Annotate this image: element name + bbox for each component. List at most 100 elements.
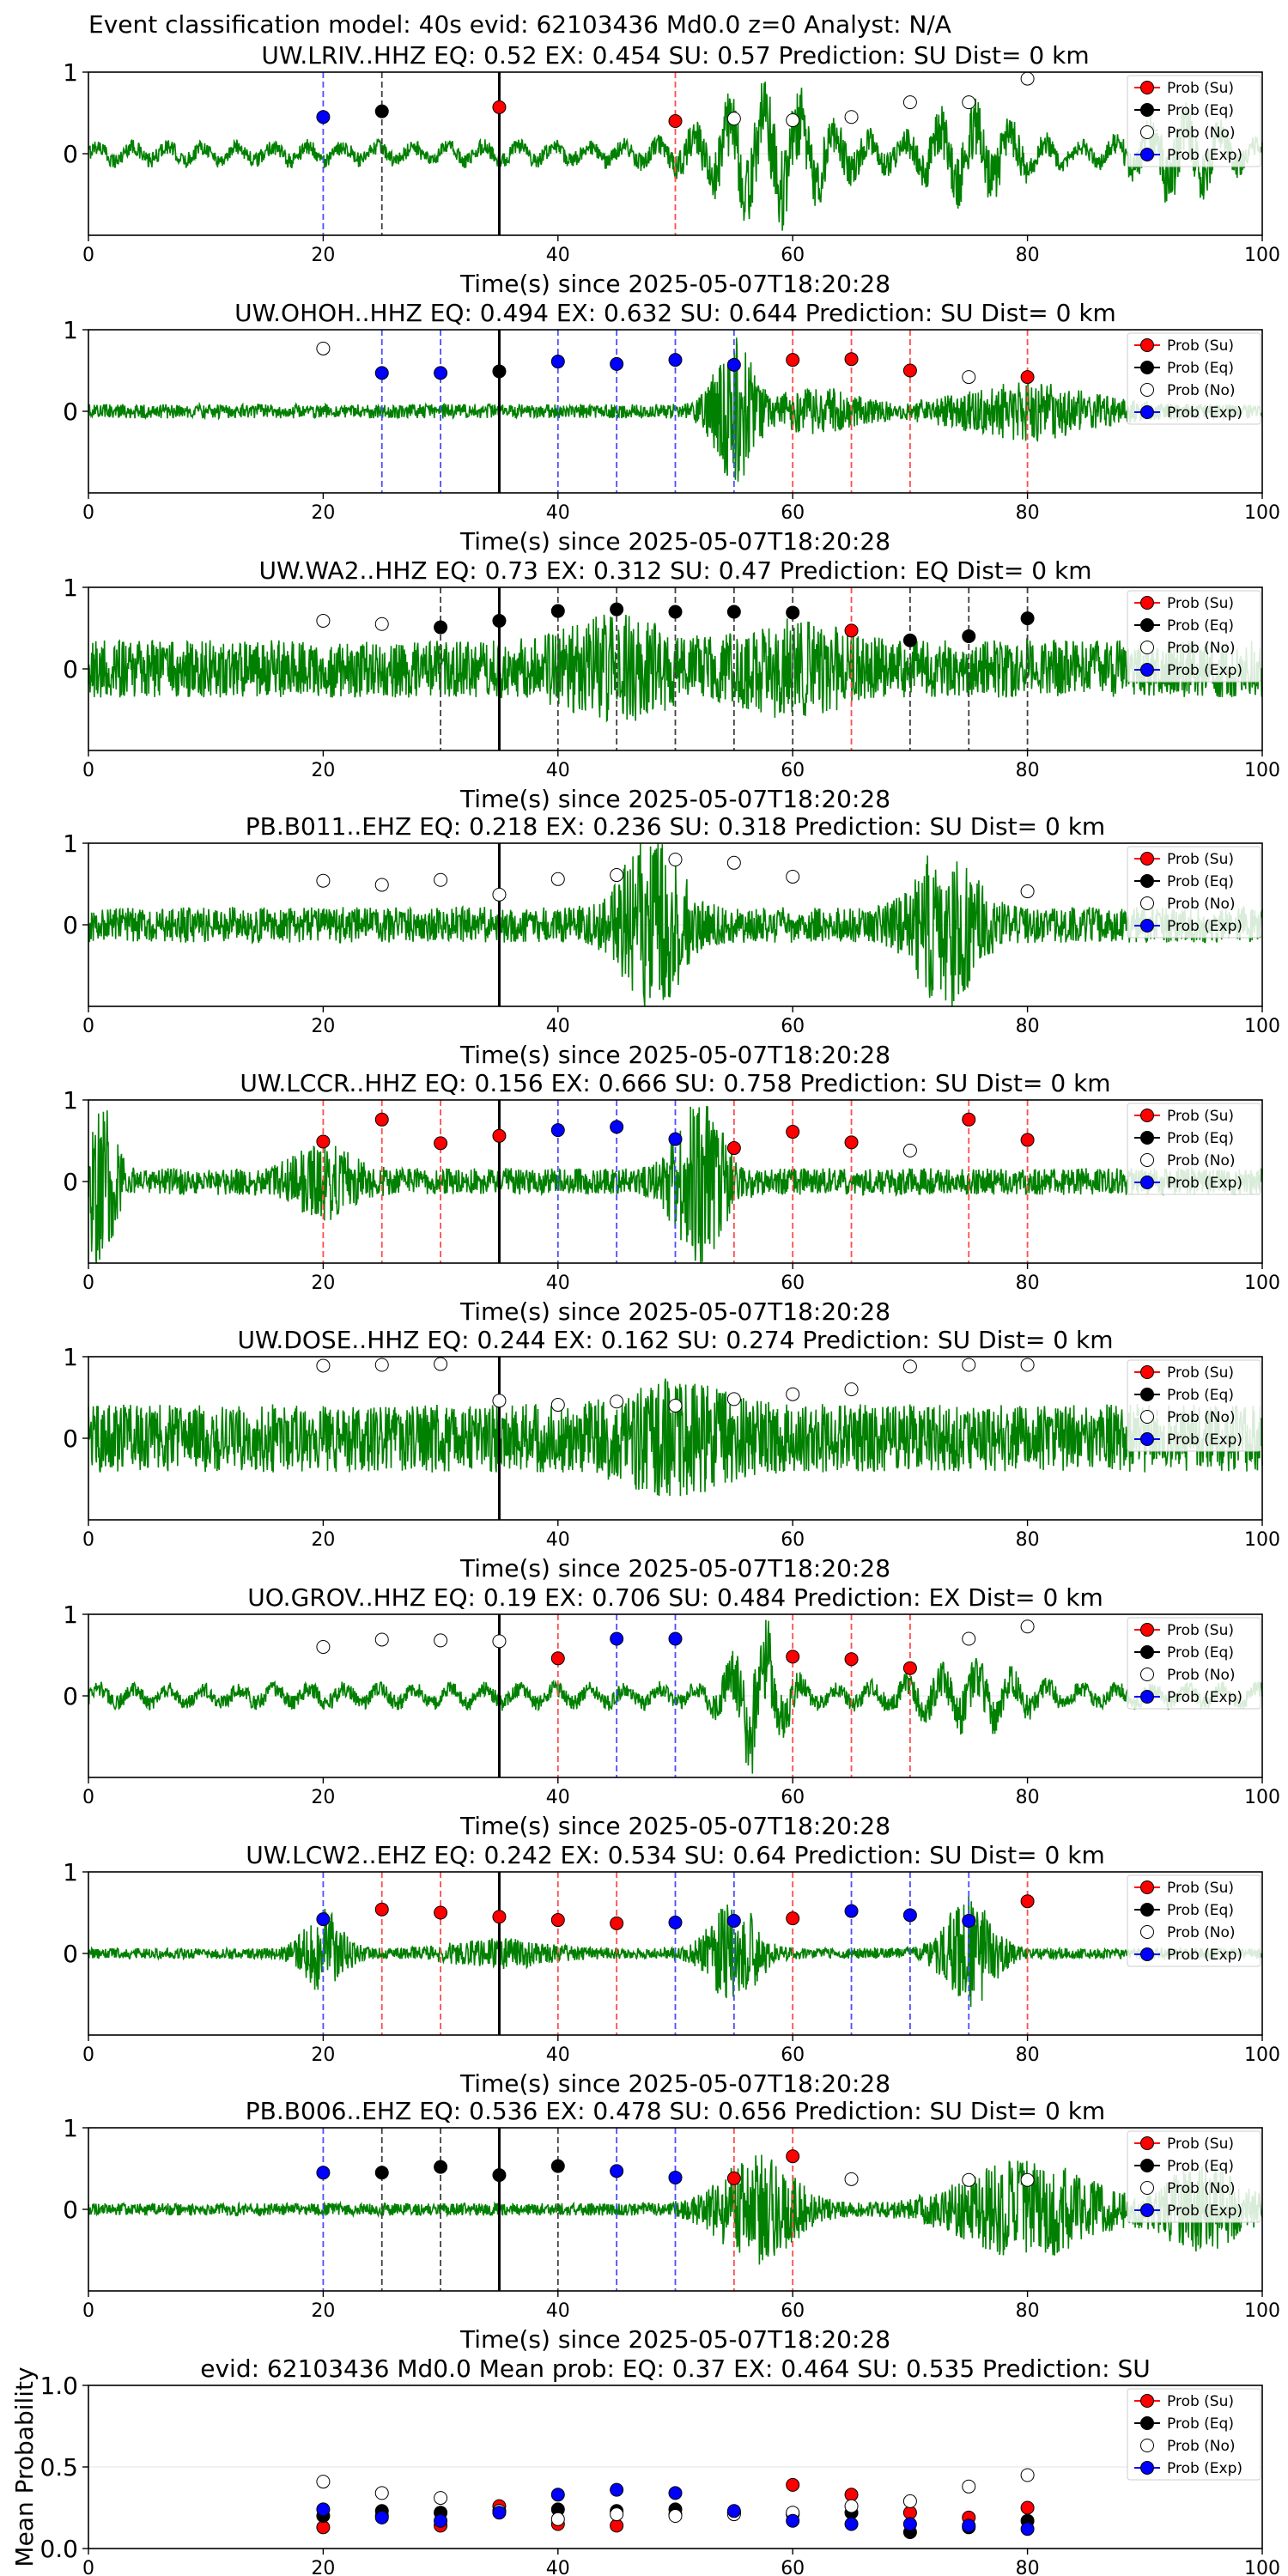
prob-point-eq — [434, 2160, 448, 2174]
legend-label-exp: Prob (Exp) — [1167, 404, 1242, 422]
prob-point-exp — [550, 355, 565, 369]
legend-label-no: Prob (No) — [1167, 640, 1236, 657]
prob-point-no — [844, 110, 859, 125]
prob-point-no — [316, 1358, 331, 1373]
prob-point-exp — [844, 1904, 859, 1918]
x-tick-label: 0 — [82, 760, 94, 781]
x-tick-label: 100 — [1244, 2558, 1280, 2576]
mean-point-no — [1020, 2468, 1035, 2482]
x-tick-label: 80 — [1016, 2044, 1040, 2066]
legend-marker-no — [1140, 2439, 1154, 2452]
legend-label-su: Prob (Su) — [1167, 337, 1234, 355]
x-tick-label: 80 — [1016, 1273, 1040, 1294]
mean-point-exp — [434, 2513, 448, 2528]
mean-point-exp — [668, 2486, 683, 2500]
prob-point-no — [902, 1143, 917, 1157]
prob-point-no — [374, 878, 389, 892]
legend-label-exp: Prob (Exp) — [1167, 1431, 1242, 1449]
waveform-trace — [88, 1106, 1263, 1264]
mean-point-no — [844, 2499, 859, 2513]
prob-point-exp — [316, 2166, 331, 2180]
y-tick-label: 0 — [63, 1425, 78, 1453]
prob-point-no — [726, 855, 741, 870]
mean-point-exp — [1020, 2522, 1035, 2537]
legend-box — [1127, 2130, 1261, 2223]
x-tick-label: 40 — [546, 1016, 570, 1037]
prob-point-no — [610, 868, 624, 883]
mean-point-exp — [374, 2510, 389, 2524]
mean-point-su — [786, 2477, 800, 2492]
legend-box — [1127, 75, 1261, 167]
prob-point-su — [786, 1125, 800, 1139]
x-axis-label: Time(s) since 2025-05-07T18:20:28 — [459, 1297, 890, 1326]
prob-point-no — [726, 112, 741, 126]
x-tick-label: 80 — [1016, 1529, 1040, 1551]
mean-point-exp — [550, 2488, 565, 2502]
prob-point-no — [902, 1359, 917, 1374]
legend-label-eq: Prob (Eq) — [1167, 1644, 1234, 1662]
prob-point-no — [668, 1399, 683, 1413]
prob-point-exp — [668, 1132, 683, 1146]
prob-point-eq — [902, 633, 917, 647]
prob-point-no — [962, 95, 976, 110]
legend-box — [1127, 1874, 1261, 1967]
prob-point-su — [492, 100, 507, 114]
legend-label-su: Prob (Su) — [1167, 1108, 1234, 1125]
y-tick-label: 1 — [63, 1086, 78, 1115]
y-tick-label: 0.0 — [39, 2535, 78, 2563]
legend-label-exp: Prob (Exp) — [1167, 662, 1242, 679]
x-tick-label: 0 — [82, 1529, 94, 1551]
x-tick-label: 20 — [311, 1529, 335, 1551]
legend-label-su: Prob (Su) — [1167, 595, 1234, 612]
panel-title: UW.DOSE..HHZ EQ: 0.244 EX: 0.162 SU: 0.2… — [237, 1326, 1113, 1354]
prob-point-su — [726, 2171, 741, 2185]
x-tick-label: 20 — [311, 502, 335, 524]
mean-point-exp — [492, 2506, 507, 2520]
prob-point-no — [550, 1398, 565, 1413]
y-tick-label: 1 — [63, 1858, 78, 1886]
legend-label-eq: Prob (Eq) — [1167, 1387, 1234, 1404]
prob-point-su — [1020, 1894, 1035, 1909]
prob-point-no — [374, 1632, 389, 1647]
mean-point-no — [668, 2509, 683, 2523]
legend-marker-no — [1140, 2181, 1154, 2195]
prob-point-eq — [492, 613, 507, 628]
prob-point-no — [844, 2172, 859, 2186]
x-axis-label: Time(s) since 2025-05-07T18:20:28 — [459, 1041, 890, 1069]
prob-point-su — [434, 1905, 448, 1920]
prob-point-no — [726, 1392, 741, 1406]
x-axis-label: Time(s) since 2025-05-07T18:20:28 — [459, 527, 890, 556]
legend-marker-no — [1140, 1668, 1154, 1681]
legend-marker-no — [1140, 383, 1154, 397]
mean-point-exp — [316, 2502, 331, 2517]
legend-label-no: Prob (No) — [1167, 1667, 1236, 1684]
prob-point-no — [786, 113, 800, 128]
y-tick-label: 0.5 — [39, 2453, 78, 2482]
x-tick-label: 80 — [1016, 1016, 1040, 1037]
legend-marker-exp — [1140, 919, 1154, 933]
prob-point-no — [492, 887, 507, 902]
y-tick-label: 0 — [63, 1940, 78, 1968]
mean-point-su — [316, 2520, 331, 2535]
panel-title: UW.WA2..HHZ EQ: 0.73 EX: 0.312 SU: 0.47 … — [259, 556, 1092, 585]
legend-label-su: Prob (Su) — [1167, 80, 1234, 97]
legend-marker-eq — [1140, 1388, 1154, 1401]
legend-marker-eq — [1140, 874, 1154, 888]
legend-marker-no — [1140, 1153, 1154, 1167]
prob-point-su — [844, 1135, 859, 1150]
x-tick-label: 100 — [1244, 1787, 1280, 1808]
prob-point-eq — [492, 364, 507, 379]
y-tick-label: 0 — [63, 1682, 78, 1710]
panel-title: UW.LCW2..EHZ EQ: 0.242 EX: 0.534 SU: 0.6… — [246, 1841, 1104, 1869]
prob-point-su — [902, 1661, 917, 1675]
legend-marker-su — [1140, 81, 1154, 94]
legend-marker-su — [1140, 596, 1154, 610]
x-tick-label: 60 — [781, 245, 805, 266]
legend-label-eq: Prob (Eq) — [1167, 102, 1234, 119]
legend-label-su: Prob (Su) — [1167, 1364, 1234, 1382]
prob-point-su — [844, 352, 859, 367]
y-tick-label: 0 — [63, 2196, 78, 2224]
x-tick-label: 40 — [546, 1273, 570, 1294]
x-tick-label: 60 — [781, 1529, 805, 1551]
